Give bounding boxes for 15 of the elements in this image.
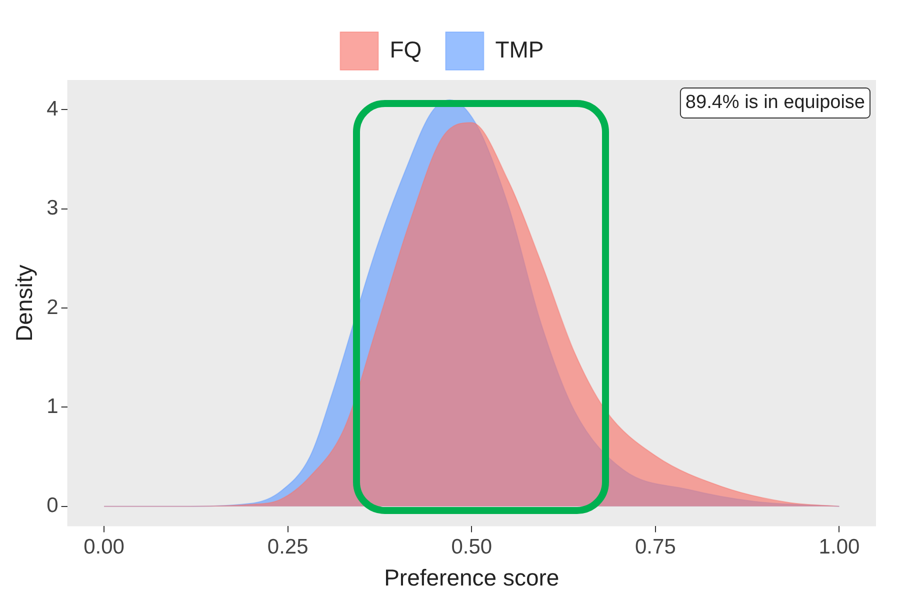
x-tick-label: 0.50	[451, 536, 492, 559]
legend-label: FQ	[390, 36, 422, 62]
y-tick-label: 3	[46, 196, 58, 220]
y-axis-title: Density	[11, 264, 38, 342]
x-tick-label: 0.00	[84, 536, 124, 559]
y-tick-label: 1	[46, 395, 58, 418]
x-tick-label: 1.00	[818, 536, 860, 559]
y-tick-label: 0	[46, 494, 58, 518]
y-tick-label: 4	[46, 98, 59, 121]
x-tick-label: 0.25	[267, 536, 308, 559]
y-tick-label: 2	[46, 296, 58, 319]
x-axis-title: Preference score	[384, 564, 560, 591]
x-tick-label: 0.75	[635, 536, 676, 559]
annotation: 89.4% is in equipoise	[685, 92, 866, 114]
legend-label: TMP	[495, 36, 544, 62]
